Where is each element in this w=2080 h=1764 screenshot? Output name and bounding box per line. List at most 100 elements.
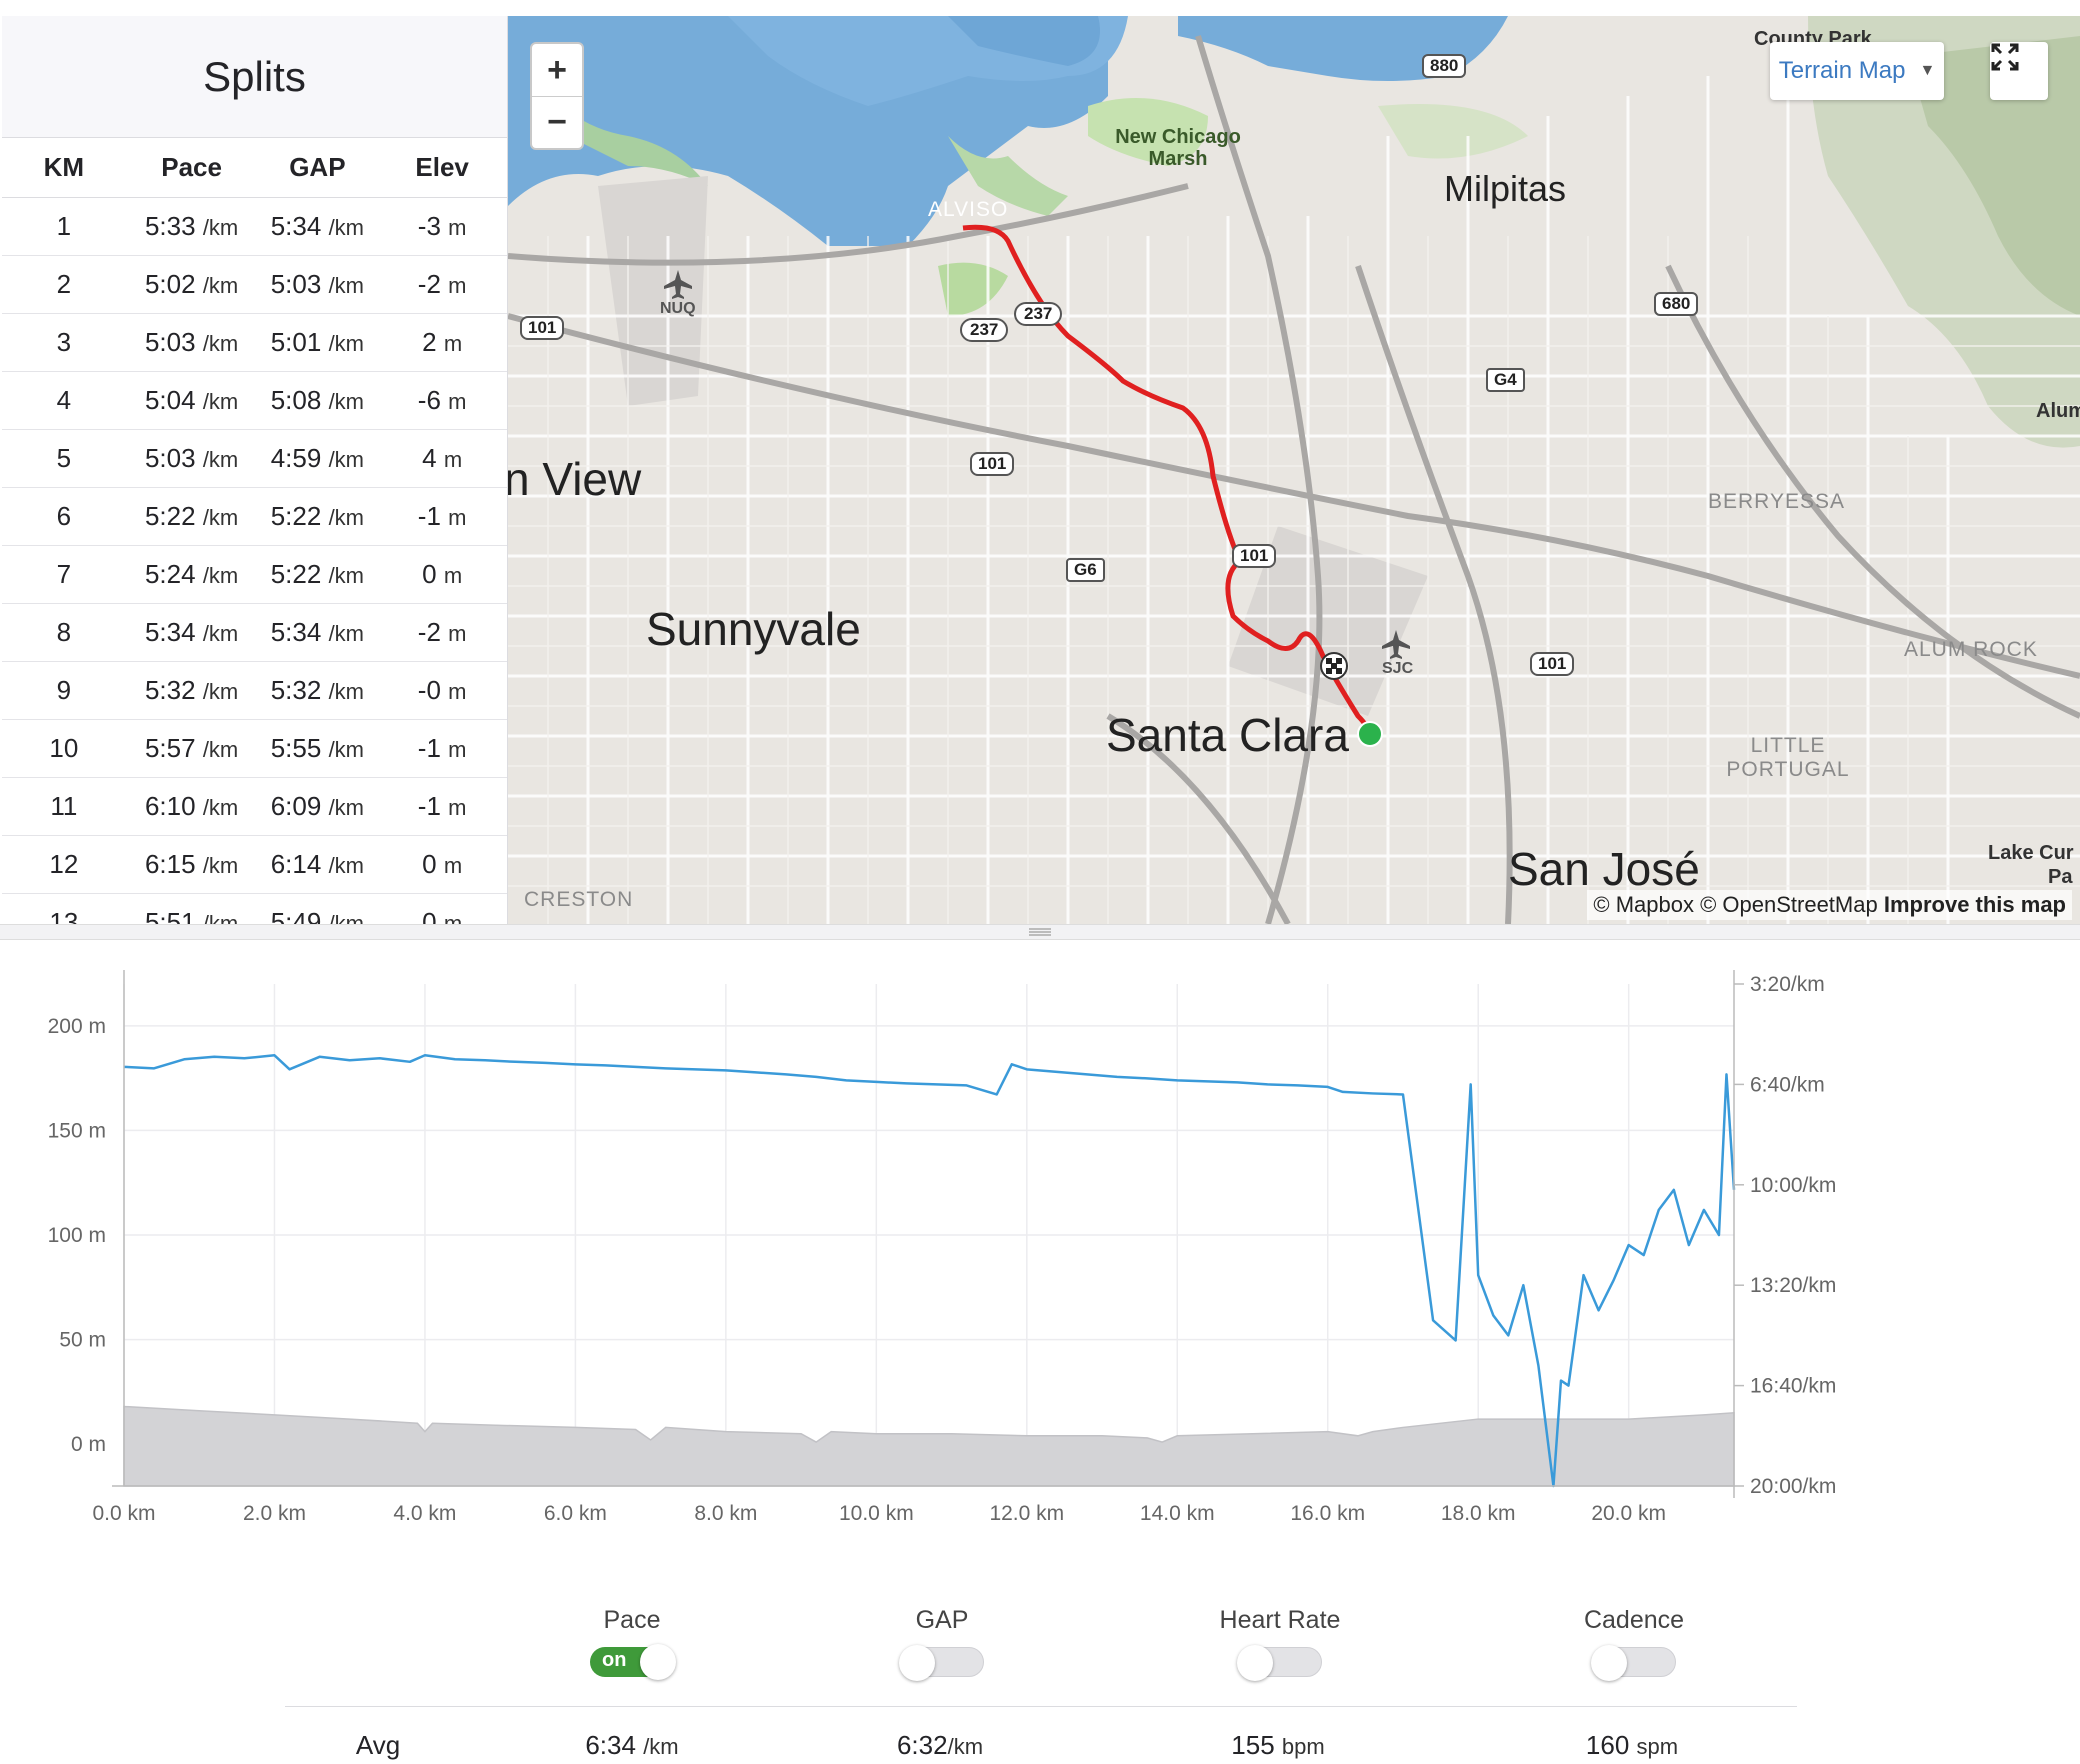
y-right-tick-label: 20:00/km [1750, 1475, 1836, 1498]
split-row[interactable]: 9 5:32 /km 5:32 /km -0 m [2, 662, 507, 720]
split-row[interactable]: 6 5:22 /km 5:22 /km -1 m [2, 488, 507, 546]
split-pace: 5:24 /km [126, 559, 258, 590]
split-elev: -2 m [377, 617, 507, 648]
fullscreen-button[interactable] [1990, 42, 2048, 100]
split-row[interactable]: 8 5:34 /km 5:34 /km -2 m [2, 604, 507, 662]
split-pace: 5:04 /km [126, 385, 258, 416]
split-km: 5 [2, 443, 126, 474]
pace-line [123, 1054, 1736, 1488]
split-row[interactable]: 2 5:02 /km 5:03 /km -2 m [2, 256, 507, 314]
split-row[interactable]: 3 5:03 /km 5:01 /km 2 m [2, 314, 507, 372]
split-gap-unit: /km [328, 795, 365, 820]
split-elev: 2 m [377, 327, 507, 358]
avg-cadence: 160 spm [1512, 1730, 1752, 1761]
split-row[interactable]: 10 5:57 /km 5:55 /km -1 m [2, 720, 507, 778]
chart-canvas: 0.0 km 2.0 km 4.0 km 6.0 km 8.0 km 10.0 km 12.… [48, 970, 1836, 1525]
toggle-switch[interactable]: on [590, 1644, 676, 1680]
split-gap: 5:22 /km [257, 501, 377, 532]
split-pace-unit: /km [202, 563, 239, 588]
split-elev-unit: m [448, 737, 467, 762]
toggle-switch[interactable] [1591, 1645, 1676, 1681]
split-gap: 5:08 /km [257, 385, 377, 416]
x-tick-label: 8.0 km [694, 1502, 757, 1525]
drag-handle-icon [1029, 928, 1051, 936]
splits-title: Splits [203, 52, 306, 100]
split-elev-value: -0 [417, 675, 441, 705]
x-tick-label: 14.0 km [1140, 1502, 1215, 1525]
zoom-in-button[interactable]: + [547, 50, 567, 89]
split-elev: 0 m [377, 559, 507, 590]
split-row[interactable]: 11 6:10 /km 6:09 /km -1 m [2, 778, 507, 836]
label-new-chicago-marsh-text: New Chicago Marsh [1115, 126, 1241, 170]
split-elev-value: 0 [422, 907, 437, 924]
avg-cadence-value: 160 [1585, 1730, 1630, 1760]
splits-rows: 1 5:33 /km 5:34 /km -3 m 2 5:02 /km 5:03 /km -2… [2, 198, 507, 924]
split-row[interactable]: 7 5:24 /km 5:22 /km 0 m [2, 546, 507, 604]
panel-resize-handle[interactable] [0, 924, 2080, 940]
x-tick-label: 6.0 km [544, 1502, 607, 1525]
split-row[interactable]: 13 5:51 /km 5:49 /km 0 m [2, 894, 507, 924]
split-elev: -1 m [377, 733, 507, 764]
split-km: 1 [2, 211, 126, 242]
column-header-pace: Pace [161, 152, 222, 182]
column-header-gap: GAP [289, 152, 346, 182]
split-pace-value: 5:34 [144, 617, 196, 647]
zoom-out-button[interactable]: − [532, 96, 582, 148]
shield-101-west: 101 [520, 316, 565, 340]
x-tick-label: 20.0 km [1591, 1502, 1666, 1525]
split-pace: 5:32 /km [126, 675, 258, 706]
split-gap-value: 5:22 [270, 501, 322, 531]
split-gap-value: 6:14 [270, 849, 322, 879]
split-pace: 5:03 /km [126, 327, 258, 358]
split-gap: 6:14 /km [257, 849, 377, 880]
split-pace-unit: /km [202, 389, 239, 414]
split-row[interactable]: 1 5:33 /km 5:34 /km -3 m [2, 198, 507, 256]
split-km: 3 [2, 327, 126, 358]
split-gap-unit: /km [328, 447, 365, 472]
split-pace-value: 5:33 [144, 211, 196, 241]
x-tick-label: 4.0 km [393, 1502, 456, 1525]
split-pace-value: 6:15 [144, 849, 196, 879]
split-gap-value: 5:32 [270, 675, 322, 705]
split-gap-value: 5:08 [270, 385, 322, 415]
split-gap: 5:34 /km [257, 211, 377, 242]
map-style-label: Terrain Map [1778, 57, 1906, 84]
toggle-knob [640, 1644, 676, 1680]
split-elev-value: 0 [422, 559, 437, 589]
map-tiles [508, 16, 2080, 924]
avg-gap-unit: /km [947, 1734, 984, 1759]
split-elev-value: -6 [417, 385, 441, 415]
improve-map-link[interactable]: Improve this map [1883, 892, 2066, 917]
toggle-switch[interactable] [1237, 1645, 1322, 1681]
toggle-on-text: on [602, 1649, 627, 1671]
avg-cadence-unit: spm [1636, 1734, 1679, 1759]
split-row[interactable]: 5 5:03 /km 4:59 /km 4 m [2, 430, 507, 488]
split-row[interactable]: 4 5:04 /km 5:08 /km -6 m [2, 372, 507, 430]
split-elev-value: -1 [417, 501, 441, 531]
split-gap-unit: /km [328, 215, 365, 240]
split-pace-value: 5:24 [144, 559, 196, 589]
route-map[interactable]: 880 237 237 101 101 101 101 680 G4 G6 Mi… [508, 16, 2080, 924]
split-pace-value: 5:22 [144, 501, 196, 531]
split-elev-value: 0 [422, 849, 437, 879]
split-row[interactable]: 12 6:15 /km 6:14 /km 0 m [2, 836, 507, 894]
label-sunnyvale: Sunnyvale [646, 603, 861, 655]
x-tick-label: 2.0 km [243, 1502, 306, 1525]
label-san-jose: San José [1508, 843, 1700, 895]
analysis-chart[interactable]: 0.0 km 2.0 km 4.0 km 6.0 km 8.0 km 10.0 km 12.… [0, 940, 2080, 1764]
shield-g6: G6 [1066, 558, 1105, 582]
toggle-switch[interactable] [899, 1645, 984, 1681]
avg-label: Avg [258, 1730, 498, 1761]
split-pace: 5:33 /km [126, 211, 258, 242]
label-creston: CRESTON [524, 888, 634, 911]
avg-pace-value: 6:34 [585, 1730, 636, 1760]
split-gap-unit: /km [328, 911, 365, 924]
split-elev-unit: m [443, 331, 463, 356]
split-elev-value: -2 [417, 269, 441, 299]
x-tick-label: 12.0 km [989, 1502, 1064, 1525]
caret-down-icon: ▼ [1919, 62, 1936, 79]
split-pace: 5:02 /km [126, 269, 258, 300]
split-gap: 6:09 /km [257, 791, 377, 822]
split-elev-value: -1 [417, 733, 441, 763]
map-style-dropdown[interactable]: Terrain Map ▼ [1770, 42, 1944, 100]
